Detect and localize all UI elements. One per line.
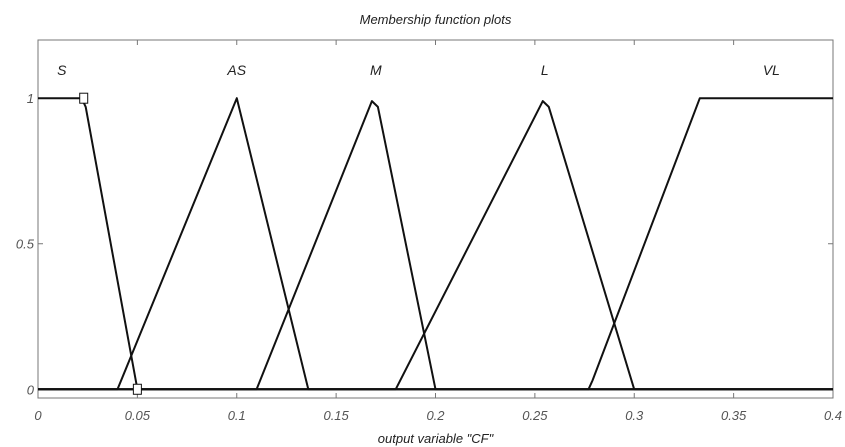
plot-frame xyxy=(37,39,834,399)
marker-group xyxy=(79,92,142,395)
mf-label-as: AS xyxy=(226,62,246,78)
mf-label-vl: VL xyxy=(763,62,780,78)
x-axis-label: output variable "CF" xyxy=(378,431,495,446)
mf-line-m[interactable] xyxy=(38,100,833,391)
mf-line-as[interactable] xyxy=(38,97,833,391)
x-tick-label: 0.2 xyxy=(426,408,445,423)
x-tick-label: 0.4 xyxy=(824,408,842,423)
vertex-handle[interactable] xyxy=(132,383,142,395)
x-tick-label: 0.15 xyxy=(323,408,349,423)
mf-line-vl[interactable] xyxy=(38,97,833,391)
x-tick-label: 0.05 xyxy=(125,408,151,423)
mf-labels: S AS M L VL xyxy=(57,62,780,78)
axis-ticks: 0 0.05 0.1 0.15 0.2 0.25 0.3 0.35 0.4 0 0.5 1 xyxy=(16,40,842,423)
mf-line-l[interactable] xyxy=(38,100,833,391)
vertex-handle[interactable] xyxy=(79,92,89,104)
mf-line-s[interactable] xyxy=(38,97,833,391)
mf-label-s: S xyxy=(57,62,67,78)
x-tick-label: 0.25 xyxy=(522,408,548,423)
mf-label-l: L xyxy=(541,62,549,78)
x-tick-label: 0.35 xyxy=(721,408,747,423)
y-tick-label: 0 xyxy=(27,382,35,397)
series-group xyxy=(38,97,833,391)
x-tick-label: 0.1 xyxy=(228,408,246,423)
x-tick-label: 0.3 xyxy=(625,408,644,423)
chart-title: Membership function plots xyxy=(360,12,512,27)
y-tick-label: 0.5 xyxy=(16,237,35,252)
x-tick-label: 0 xyxy=(34,408,42,423)
mf-label-m: M xyxy=(370,62,382,78)
y-tick-label: 1 xyxy=(27,91,34,106)
